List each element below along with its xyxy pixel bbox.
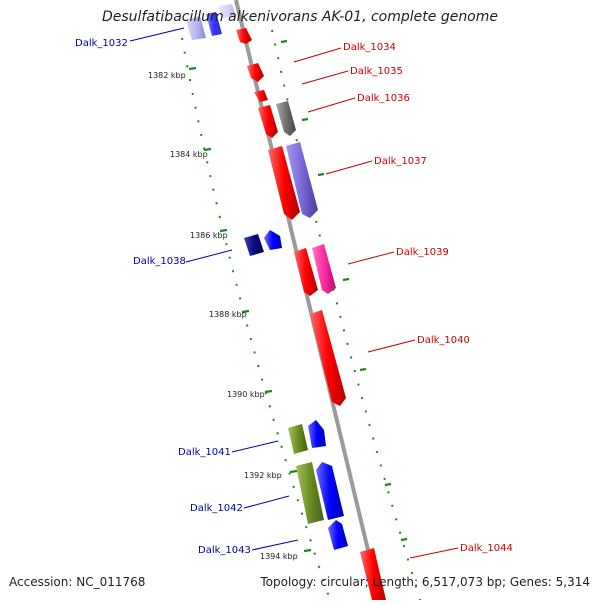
map-title: Desulfatibacillum alkenivorans AK-01, co… <box>101 9 499 25</box>
tick-label: 1384 kbp <box>170 150 208 159</box>
gene-dalk-1036-gray <box>276 101 296 136</box>
gene-dalk-1038-blue <box>264 230 282 250</box>
tick-label: 1382 kbp <box>148 71 186 80</box>
gene-dalk-1037-purple <box>286 142 318 218</box>
genes <box>186 4 386 600</box>
gene-dalk-1034 <box>236 28 252 44</box>
gene-dalk-1038 <box>244 234 264 256</box>
gene-label: Dalk_1034 <box>343 42 396 53</box>
gene-dalk-1032 <box>186 16 206 40</box>
gene-label: Dalk_1036 <box>357 93 410 104</box>
leader-lines <box>129 27 459 559</box>
gene-dalk-1044 <box>360 548 386 600</box>
gene-label: Dalk_1044 <box>460 543 513 554</box>
gene-labels: Dalk_1032 Dalk_1034 Dalk_1035 Dalk_1036 … <box>75 38 513 556</box>
gene-dalk-1040 <box>310 310 346 406</box>
gene-dalk-1042-blue <box>316 462 344 520</box>
gene-label: Dalk_1042 <box>190 503 243 514</box>
gene-small-red <box>254 90 268 102</box>
gene-label: Dalk_1043 <box>198 545 251 556</box>
gene-label: Dalk_1038 <box>133 256 186 267</box>
gene-dalk-1039 <box>294 248 318 296</box>
gene-label: Dalk_1040 <box>417 335 470 346</box>
gene-dalk-1032b <box>206 12 222 36</box>
accession-text: Accession: NC_011768 <box>9 575 146 589</box>
gene-dalk-1035 <box>247 63 264 82</box>
gene-dalk-1041 <box>288 424 308 454</box>
gene-dalk-1037 <box>268 146 300 220</box>
tick-label: 1390 kbp <box>227 390 265 399</box>
gene-dalk-1043 <box>328 520 348 550</box>
gene-label: Dalk_1035 <box>350 66 403 77</box>
gene-label: Dalk_1037 <box>374 156 427 167</box>
gene-dalk-1041-blue <box>308 420 326 448</box>
gene-label: Dalk_1039 <box>396 247 449 258</box>
gene-label: Dalk_1032 <box>75 38 128 49</box>
gc-ticks <box>188 39 408 553</box>
tick-label: 1394 kbp <box>260 552 298 561</box>
gene-dalk-1033 <box>218 4 236 18</box>
tick-labels: 1382 kbp 1384 kbp 1386 kbp 1388 kbp 1390… <box>148 71 298 561</box>
tick-label: 1386 kbp <box>190 231 228 240</box>
gc-dots-right <box>271 29 421 601</box>
tick-label: 1392 kbp <box>244 471 282 480</box>
gene-dalk-1042 <box>296 462 324 524</box>
gene-dalk-1036 <box>258 105 278 138</box>
gene-label: Dalk_1041 <box>178 447 231 458</box>
genome-summary-text: Topology: circular; Length: 6,517,073 bp… <box>260 575 590 589</box>
gene-dalk-1039-pink <box>312 244 336 294</box>
tick-label: 1388 kbp <box>209 310 247 319</box>
